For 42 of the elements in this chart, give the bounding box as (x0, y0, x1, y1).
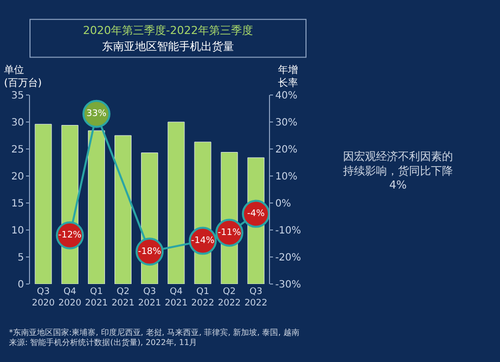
y-tick-label: 30 (11, 118, 24, 128)
bar (34, 124, 52, 284)
y2-tick-label: 30% (275, 118, 298, 128)
bar (168, 122, 185, 284)
y-tick-label: 10 (11, 226, 24, 236)
y2-tick-label: -30% (275, 280, 302, 290)
chart-subtitle: 2020年第三季度-2022年第三季度 (83, 24, 253, 37)
data-label: -18% (138, 246, 162, 257)
text: 因宏观经济不利因素的持续影响，货同比下降4% (343, 150, 453, 192)
y-tick-label: 5 (18, 252, 24, 264)
y2-tick-label: 0% (275, 198, 292, 210)
x-tick-label: Q2 2022 (218, 287, 241, 309)
bar (88, 130, 105, 284)
y2-axis-title: 年增长率 (278, 64, 298, 89)
x-tick-label: Q3 2020 (32, 287, 56, 309)
data-label: -4% (247, 209, 266, 220)
y-tick-label: 0 (18, 280, 24, 290)
y-tick-label: 25 (11, 144, 24, 156)
data-label: 33% (86, 109, 107, 120)
y-tick-label: 35 (11, 90, 24, 102)
x-tick-label: Q1 2022 (191, 287, 214, 309)
data-label: -12% (58, 230, 82, 241)
x-tick-label: Q3 2021 (138, 287, 162, 309)
x-tick-label: Q4 2021 (164, 287, 188, 309)
bar (114, 135, 132, 284)
y-tick-label: 20 (11, 172, 24, 182)
y2-tick-label: 20% (275, 144, 298, 156)
y2-tick-label: 10% (275, 172, 298, 182)
data-label: -11% (218, 228, 242, 238)
data-label: -14% (191, 236, 215, 246)
y2-tick-label: 40% (275, 90, 298, 102)
y-tick-label: 15 (11, 198, 24, 210)
y2-tick-label: -20% (275, 252, 302, 264)
source-note: 来源: 智能手机分析统计数据(出货量), 2022年, 11月 (9, 338, 198, 347)
x-tick-label: Q2 2021 (112, 287, 134, 309)
x-tick-label: Q1 2021 (84, 287, 108, 309)
text: *东南亚地区国家:柬埔寨, 印度尼西亚, 老挝, 马来西亚, 菲律宾, 新加坡, 泰国, 越南 (9, 328, 300, 337)
chart-title: 东南亚地区智能手机出货量 (102, 40, 234, 53)
y-axis-title: 单位 (百万台) (4, 64, 42, 89)
x-tick-label: Q4 2020 (58, 287, 82, 309)
x-tick-label: Q3 2022 (244, 287, 268, 309)
y2-tick-label: -10% (275, 226, 302, 236)
